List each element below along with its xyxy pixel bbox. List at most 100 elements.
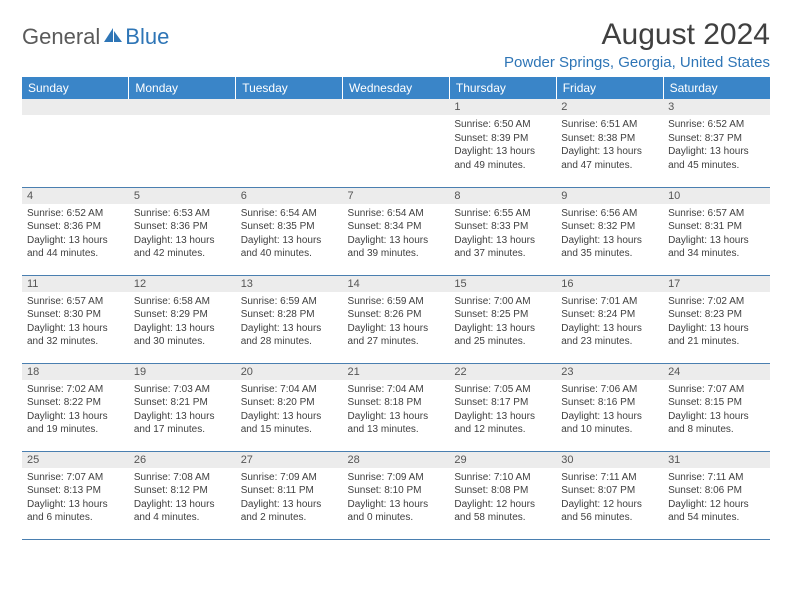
calendar-cell: 23Sunrise: 7:06 AMSunset: 8:16 PMDayligh…	[556, 363, 663, 451]
day-number: 10	[663, 188, 770, 204]
day-number: 24	[663, 364, 770, 380]
calendar-body: 1Sunrise: 6:50 AMSunset: 8:39 PMDaylight…	[22, 99, 770, 539]
day-details	[343, 115, 450, 121]
calendar-cell: 2Sunrise: 6:51 AMSunset: 8:38 PMDaylight…	[556, 99, 663, 187]
day-number	[343, 99, 450, 115]
weekday-header: Sunday	[22, 77, 129, 99]
weekday-header: Wednesday	[343, 77, 450, 99]
day-number: 22	[449, 364, 556, 380]
day-details: Sunrise: 6:52 AMSunset: 8:36 PMDaylight:…	[22, 204, 129, 264]
calendar-cell: 24Sunrise: 7:07 AMSunset: 8:15 PMDayligh…	[663, 363, 770, 451]
day-details: Sunrise: 6:53 AMSunset: 8:36 PMDaylight:…	[129, 204, 236, 264]
day-number: 19	[129, 364, 236, 380]
day-details: Sunrise: 7:10 AMSunset: 8:08 PMDaylight:…	[449, 468, 556, 528]
day-details: Sunrise: 6:55 AMSunset: 8:33 PMDaylight:…	[449, 204, 556, 264]
calendar-cell: 18Sunrise: 7:02 AMSunset: 8:22 PMDayligh…	[22, 363, 129, 451]
day-details: Sunrise: 7:01 AMSunset: 8:24 PMDaylight:…	[556, 292, 663, 352]
day-number: 28	[343, 452, 450, 468]
day-number: 17	[663, 276, 770, 292]
day-details: Sunrise: 6:54 AMSunset: 8:35 PMDaylight:…	[236, 204, 343, 264]
calendar-cell: 7Sunrise: 6:54 AMSunset: 8:34 PMDaylight…	[343, 187, 450, 275]
day-details: Sunrise: 7:11 AMSunset: 8:07 PMDaylight:…	[556, 468, 663, 528]
day-number: 12	[129, 276, 236, 292]
day-number	[22, 99, 129, 115]
day-details: Sunrise: 7:06 AMSunset: 8:16 PMDaylight:…	[556, 380, 663, 440]
calendar-cell: 5Sunrise: 6:53 AMSunset: 8:36 PMDaylight…	[129, 187, 236, 275]
day-details: Sunrise: 6:57 AMSunset: 8:30 PMDaylight:…	[22, 292, 129, 352]
day-details: Sunrise: 6:52 AMSunset: 8:37 PMDaylight:…	[663, 115, 770, 175]
calendar-row: 1Sunrise: 6:50 AMSunset: 8:39 PMDaylight…	[22, 99, 770, 187]
day-number: 30	[556, 452, 663, 468]
day-number: 14	[343, 276, 450, 292]
calendar-cell: 31Sunrise: 7:11 AMSunset: 8:06 PMDayligh…	[663, 451, 770, 539]
calendar-cell: 28Sunrise: 7:09 AMSunset: 8:10 PMDayligh…	[343, 451, 450, 539]
calendar-cell	[22, 99, 129, 187]
day-number: 21	[343, 364, 450, 380]
day-details	[236, 115, 343, 121]
calendar-header-row: SundayMondayTuesdayWednesdayThursdayFrid…	[22, 77, 770, 99]
calendar-cell: 8Sunrise: 6:55 AMSunset: 8:33 PMDaylight…	[449, 187, 556, 275]
day-details: Sunrise: 7:02 AMSunset: 8:23 PMDaylight:…	[663, 292, 770, 352]
calendar-cell	[236, 99, 343, 187]
calendar-cell	[343, 99, 450, 187]
location-text: Powder Springs, Georgia, United States	[504, 54, 770, 71]
day-details: Sunrise: 6:50 AMSunset: 8:39 PMDaylight:…	[449, 115, 556, 175]
calendar-cell: 27Sunrise: 7:09 AMSunset: 8:11 PMDayligh…	[236, 451, 343, 539]
day-details: Sunrise: 6:59 AMSunset: 8:28 PMDaylight:…	[236, 292, 343, 352]
day-number: 20	[236, 364, 343, 380]
day-number: 31	[663, 452, 770, 468]
day-number: 2	[556, 99, 663, 115]
brand-logo: General Blue	[22, 18, 169, 50]
day-details: Sunrise: 7:07 AMSunset: 8:15 PMDaylight:…	[663, 380, 770, 440]
brand-part1: General	[22, 24, 100, 50]
calendar-cell: 25Sunrise: 7:07 AMSunset: 8:13 PMDayligh…	[22, 451, 129, 539]
weekday-header: Saturday	[663, 77, 770, 99]
day-details: Sunrise: 7:05 AMSunset: 8:17 PMDaylight:…	[449, 380, 556, 440]
day-number: 18	[22, 364, 129, 380]
calendar-cell: 3Sunrise: 6:52 AMSunset: 8:37 PMDaylight…	[663, 99, 770, 187]
weekday-header: Thursday	[449, 77, 556, 99]
day-details: Sunrise: 6:58 AMSunset: 8:29 PMDaylight:…	[129, 292, 236, 352]
calendar-cell: 17Sunrise: 7:02 AMSunset: 8:23 PMDayligh…	[663, 275, 770, 363]
calendar-row: 11Sunrise: 6:57 AMSunset: 8:30 PMDayligh…	[22, 275, 770, 363]
month-title: August 2024	[504, 18, 770, 52]
calendar-cell	[129, 99, 236, 187]
weekday-header: Tuesday	[236, 77, 343, 99]
day-number: 1	[449, 99, 556, 115]
day-number: 3	[663, 99, 770, 115]
day-number: 23	[556, 364, 663, 380]
day-details: Sunrise: 7:08 AMSunset: 8:12 PMDaylight:…	[129, 468, 236, 528]
calendar-cell: 12Sunrise: 6:58 AMSunset: 8:29 PMDayligh…	[129, 275, 236, 363]
calendar-row: 25Sunrise: 7:07 AMSunset: 8:13 PMDayligh…	[22, 451, 770, 539]
day-details: Sunrise: 6:57 AMSunset: 8:31 PMDaylight:…	[663, 204, 770, 264]
day-number: 25	[22, 452, 129, 468]
weekday-header: Friday	[556, 77, 663, 99]
day-number: 26	[129, 452, 236, 468]
day-number: 8	[449, 188, 556, 204]
calendar-cell: 30Sunrise: 7:11 AMSunset: 8:07 PMDayligh…	[556, 451, 663, 539]
day-details: Sunrise: 7:03 AMSunset: 8:21 PMDaylight:…	[129, 380, 236, 440]
calendar-cell: 21Sunrise: 7:04 AMSunset: 8:18 PMDayligh…	[343, 363, 450, 451]
calendar-cell: 22Sunrise: 7:05 AMSunset: 8:17 PMDayligh…	[449, 363, 556, 451]
day-number: 6	[236, 188, 343, 204]
day-number	[236, 99, 343, 115]
day-number: 15	[449, 276, 556, 292]
calendar-cell: 15Sunrise: 7:00 AMSunset: 8:25 PMDayligh…	[449, 275, 556, 363]
day-number: 29	[449, 452, 556, 468]
calendar-cell: 14Sunrise: 6:59 AMSunset: 8:26 PMDayligh…	[343, 275, 450, 363]
day-details: Sunrise: 7:09 AMSunset: 8:10 PMDaylight:…	[343, 468, 450, 528]
day-details: Sunrise: 6:51 AMSunset: 8:38 PMDaylight:…	[556, 115, 663, 175]
day-number: 7	[343, 188, 450, 204]
day-details: Sunrise: 7:11 AMSunset: 8:06 PMDaylight:…	[663, 468, 770, 528]
day-details: Sunrise: 7:02 AMSunset: 8:22 PMDaylight:…	[22, 380, 129, 440]
day-number: 27	[236, 452, 343, 468]
day-number: 13	[236, 276, 343, 292]
day-details	[129, 115, 236, 121]
calendar-cell: 10Sunrise: 6:57 AMSunset: 8:31 PMDayligh…	[663, 187, 770, 275]
day-number: 4	[22, 188, 129, 204]
day-details: Sunrise: 6:56 AMSunset: 8:32 PMDaylight:…	[556, 204, 663, 264]
calendar-row: 18Sunrise: 7:02 AMSunset: 8:22 PMDayligh…	[22, 363, 770, 451]
calendar-cell: 20Sunrise: 7:04 AMSunset: 8:20 PMDayligh…	[236, 363, 343, 451]
day-details: Sunrise: 7:07 AMSunset: 8:13 PMDaylight:…	[22, 468, 129, 528]
day-details	[22, 115, 129, 121]
